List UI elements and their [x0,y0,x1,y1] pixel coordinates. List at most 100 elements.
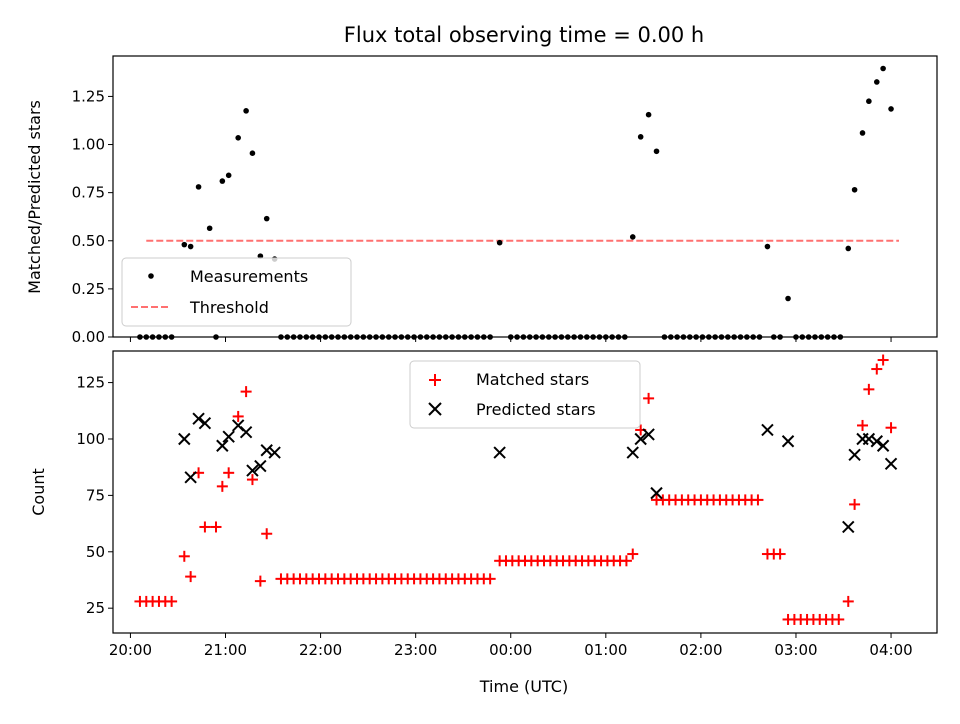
y-tick-label: 1.25 [72,87,105,105]
predicted-star-point [268,446,281,459]
predicted-star-point [254,459,267,473]
top-axis-ticks: 0.00 0.25 0.50 0.75 1.00 1.25 [72,87,892,346]
measurement-point [181,241,188,248]
matched-star-point [261,528,273,540]
matched-star-point [484,573,496,585]
x-tick-label: 00:00 [489,641,532,659]
predicted-star-point [848,448,861,461]
x-tick-label: 04:00 [869,641,912,659]
x-tick-label: 22:00 [299,641,342,659]
legend-measurements-marker [148,273,154,279]
top-legend: Measurements Threshold [121,257,352,327]
matched-star-point [877,354,889,366]
y-tick-label: 50 [86,543,105,561]
bottom-legend-box [409,360,641,429]
measurement-point [195,184,202,190]
matched-star-point [240,386,252,398]
measurement-point [785,295,791,302]
matched-star-point [849,498,861,510]
top-axes-frame [112,55,938,338]
y-tick-label: 100 [76,430,105,448]
bottom-legend: Matched stars Predicted stars [409,360,641,429]
top-ylabel: Matched/Predicted stars [25,100,44,294]
predicted-star-point [493,446,506,459]
y-tick-label: 75 [86,486,105,504]
matched-star-point [774,548,786,560]
matched-star-point [643,392,655,404]
measurement-point [880,65,886,72]
x-tick-label: 02:00 [679,641,722,659]
matched-star-point [199,521,211,533]
predicted-star-point [222,430,235,443]
predicted-star-point [184,471,197,484]
predicted-star-point [178,432,191,446]
measurement-point [249,150,256,156]
predicted-star-point [862,432,876,446]
top-legend-box [121,257,352,327]
measurement-point [653,148,660,155]
measurement-point [845,245,852,252]
predicted-star-point [634,432,647,446]
matched-star-point [871,363,883,375]
x-tick-label: 23:00 [394,641,437,659]
predicted-star-point [239,426,253,439]
legend-predicted-marker [428,402,442,416]
x-tick-label: 21:00 [204,641,247,659]
top-axes: Flux total observing time = 0.00 h Match… [25,23,938,346]
measurement-point [187,243,194,250]
bottom-xlabel: Time (UTC) [479,677,568,696]
predicted-star-point [642,428,655,441]
matched-star-point [752,494,764,506]
matched-star-point [857,419,869,431]
predicted-star-point [876,439,890,452]
measurement-point [235,134,241,141]
measurement-point [243,108,249,114]
matched-star-point [885,422,897,434]
legend-threshold-label: Threshold [189,298,269,317]
measurement-point [225,172,232,179]
matched-star-point [254,575,266,587]
chart-title: Flux total observing time = 0.00 h [344,23,704,47]
y-tick-label: 125 [76,374,105,392]
predicted-star-point [198,416,212,430]
predicted-star-point [761,423,774,437]
matched-star-point [246,474,258,486]
matched-star-point [166,595,178,607]
matched-star-point [833,613,845,625]
y-tick-label: 0.25 [72,280,105,298]
bottom-axes: Count Time (UTC) 20:00 21:00 22:00 23:00 00:… [29,350,938,696]
measurement-point [637,134,644,140]
matched-star-point [185,571,197,583]
measurement-point [219,178,226,184]
y-tick-label: 1.00 [72,136,105,154]
measurement-point [629,234,636,240]
legend-measurements-label: Measurements [190,267,308,286]
predicted-star-point [192,412,205,425]
y-tick-label: 0.50 [72,232,105,250]
predicted-star-point [626,446,639,459]
measurement-point [888,106,894,112]
matched-star-point [620,555,632,567]
bottom-axis-ticks: 20:00 21:00 22:00 23:00 00:00 01:00 02:00 03:00… [76,374,912,659]
y-tick-label: 25 [86,599,105,617]
measurement-point [851,186,858,193]
predicted-star-point [246,464,259,477]
matched-star-point [216,480,228,492]
y-tick-label: 0.75 [72,184,105,202]
predicted-star-point [884,457,898,471]
matched-star-point [842,595,854,607]
matched-star-point [232,410,244,422]
predicted-star-point [216,439,229,452]
measurement-point [866,98,872,105]
legend-predicted-label: Predicted stars [476,400,596,419]
x-tick-label: 03:00 [774,641,817,659]
predicted-star-point [260,444,273,457]
legend-matched-label: Matched stars [476,370,589,389]
measurement-point [496,239,503,246]
top-series [137,65,899,340]
bottom-series [134,354,898,625]
bottom-axes-frame [112,350,938,634]
bottom-ylabel: Count [29,468,48,516]
matched-star-point [223,467,235,479]
